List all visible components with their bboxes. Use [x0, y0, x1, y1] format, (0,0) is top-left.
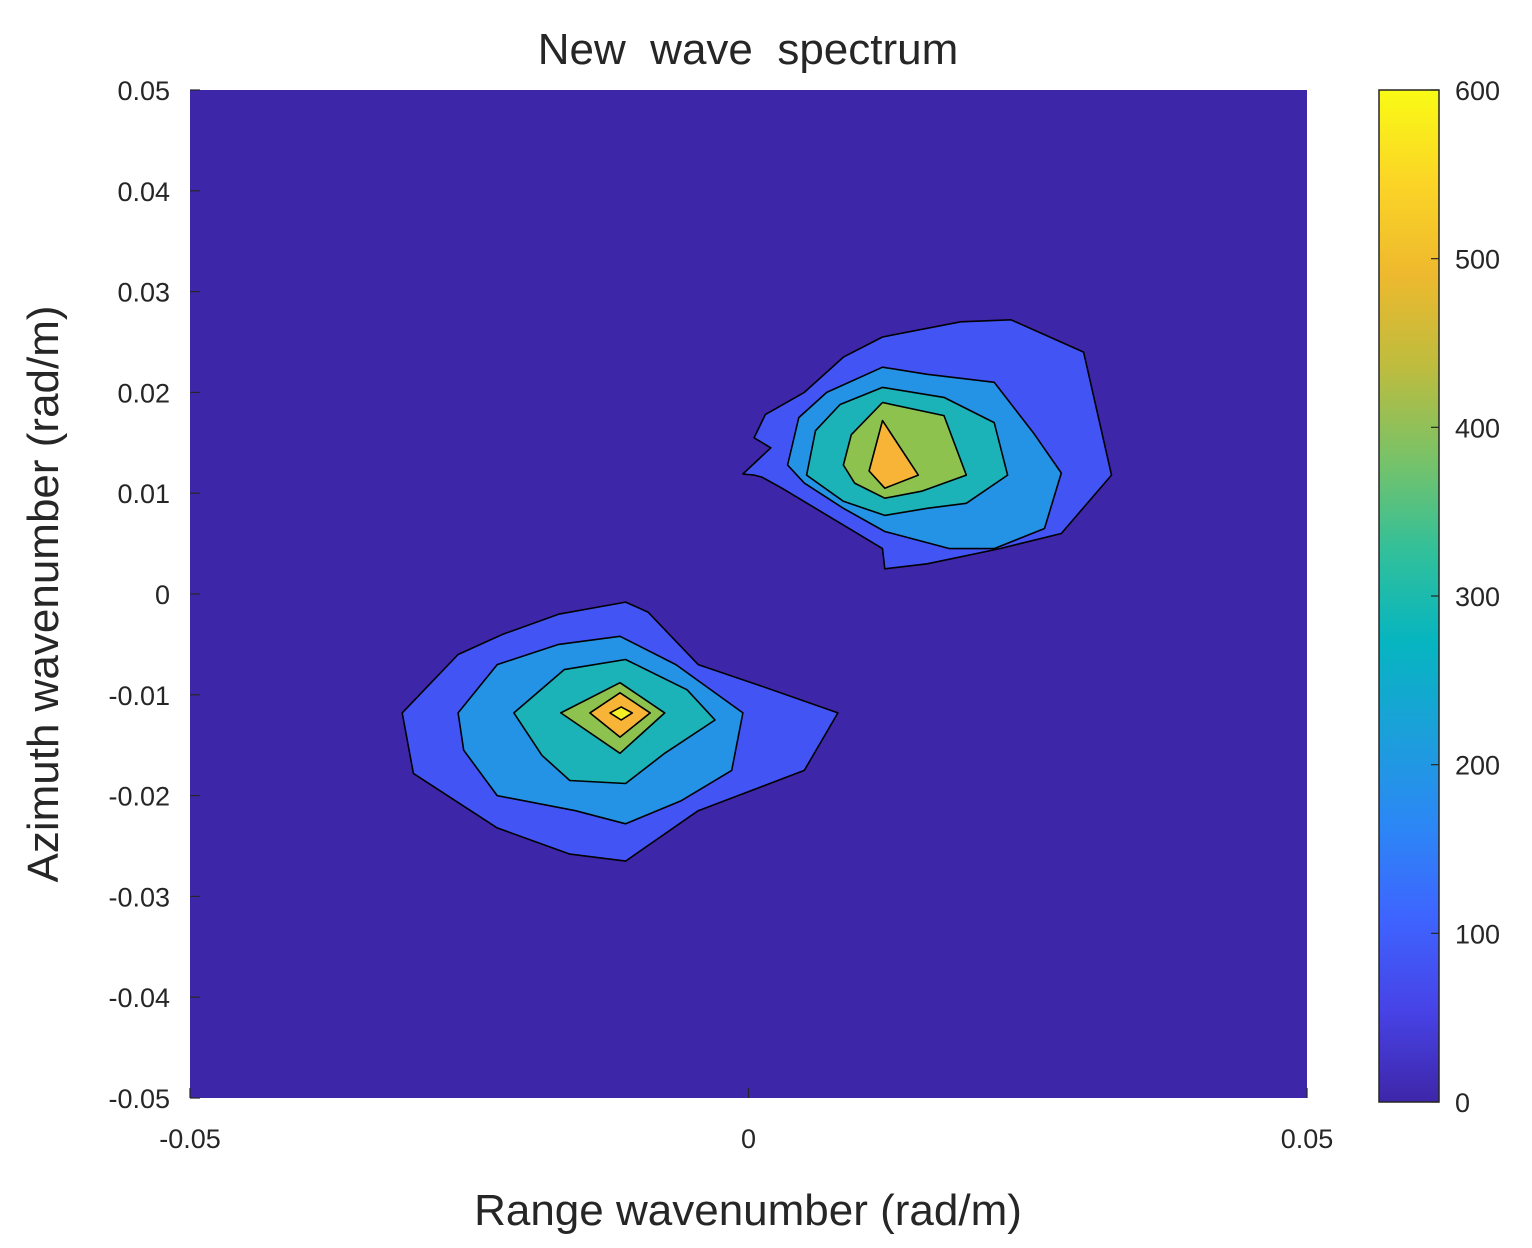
x-tick-label: 0.05: [1281, 1124, 1334, 1154]
colorbar-tick-label: 500: [1455, 245, 1500, 275]
colorbar-tick-label: 0: [1455, 1088, 1470, 1118]
y-tick-label: -0.01: [108, 681, 170, 711]
contour-layers: [401, 318, 1113, 862]
y-tick-label: -0.03: [108, 882, 170, 912]
colorbar-tick-label: 400: [1455, 413, 1500, 443]
colorbar-tick-label: 600: [1455, 76, 1500, 106]
y-tick-label: 0.04: [117, 177, 170, 207]
y-tick-label: 0.01: [117, 479, 170, 509]
colorbar-ticks: 0 100 200 300 400 500 600: [1431, 76, 1500, 1118]
y-tick-label: 0.03: [117, 278, 170, 308]
y-tick-label: 0.05: [117, 76, 170, 106]
plot-background: [190, 90, 1307, 1098]
contour-level-6-peak-2: [609, 706, 634, 721]
y-axis-label: Azimuth wavenumber (rad/m): [19, 305, 68, 882]
x-tick-label: 0: [741, 1124, 756, 1154]
colorbar-tick-label: 200: [1455, 751, 1500, 781]
y-tick-label: -0.02: [108, 782, 170, 812]
colorbar-tick-label: 100: [1455, 919, 1500, 949]
x-axis-ticks: -0.05 0 0.05: [159, 1088, 1333, 1154]
y-tick-label: -0.04: [108, 983, 170, 1013]
x-axis-label: Range wavenumber (rad/m): [474, 1186, 1022, 1235]
y-axis-ticks: 0.05 0.04 0.03 0.02 0.01 0 -0.01 -0.02 -0.03 -0.0…: [108, 76, 200, 1114]
y-tick-label: 0: [155, 580, 170, 610]
y-tick-label: 0.02: [117, 378, 170, 408]
contour-level-5-peak-1: [868, 419, 920, 490]
colorbar-tick-label: 300: [1455, 582, 1500, 612]
x-tick-label: -0.05: [159, 1124, 221, 1154]
colorbar: [1378, 89, 1440, 1103]
chart-title: New wave spectrum: [538, 25, 959, 74]
y-tick-label: -0.05: [108, 1084, 170, 1114]
